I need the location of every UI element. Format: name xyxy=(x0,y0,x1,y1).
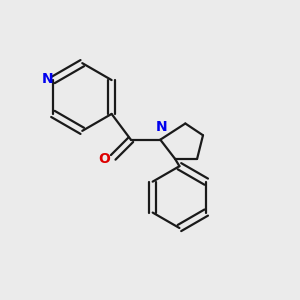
Text: N: N xyxy=(156,120,168,134)
Text: O: O xyxy=(98,152,110,166)
Text: N: N xyxy=(42,72,53,86)
